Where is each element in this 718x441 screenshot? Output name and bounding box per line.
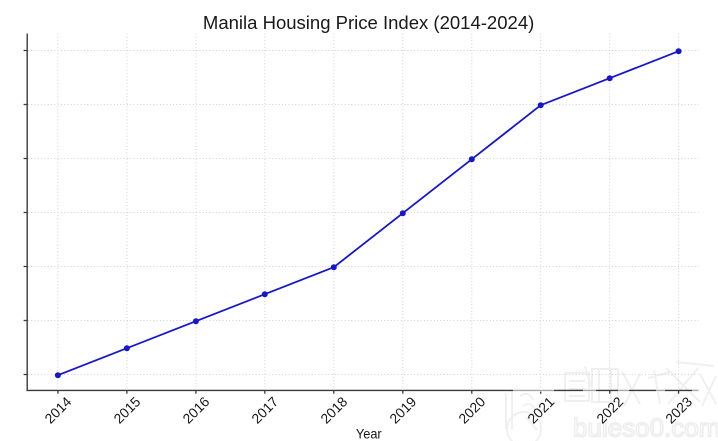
svg-text:Manila Housing Price Index (20: Manila Housing Price Index (2014-2024)	[203, 12, 534, 33]
svg-text:Year: Year	[356, 427, 382, 441]
svg-text:buleso0.com: buleso0.com	[573, 413, 718, 441]
